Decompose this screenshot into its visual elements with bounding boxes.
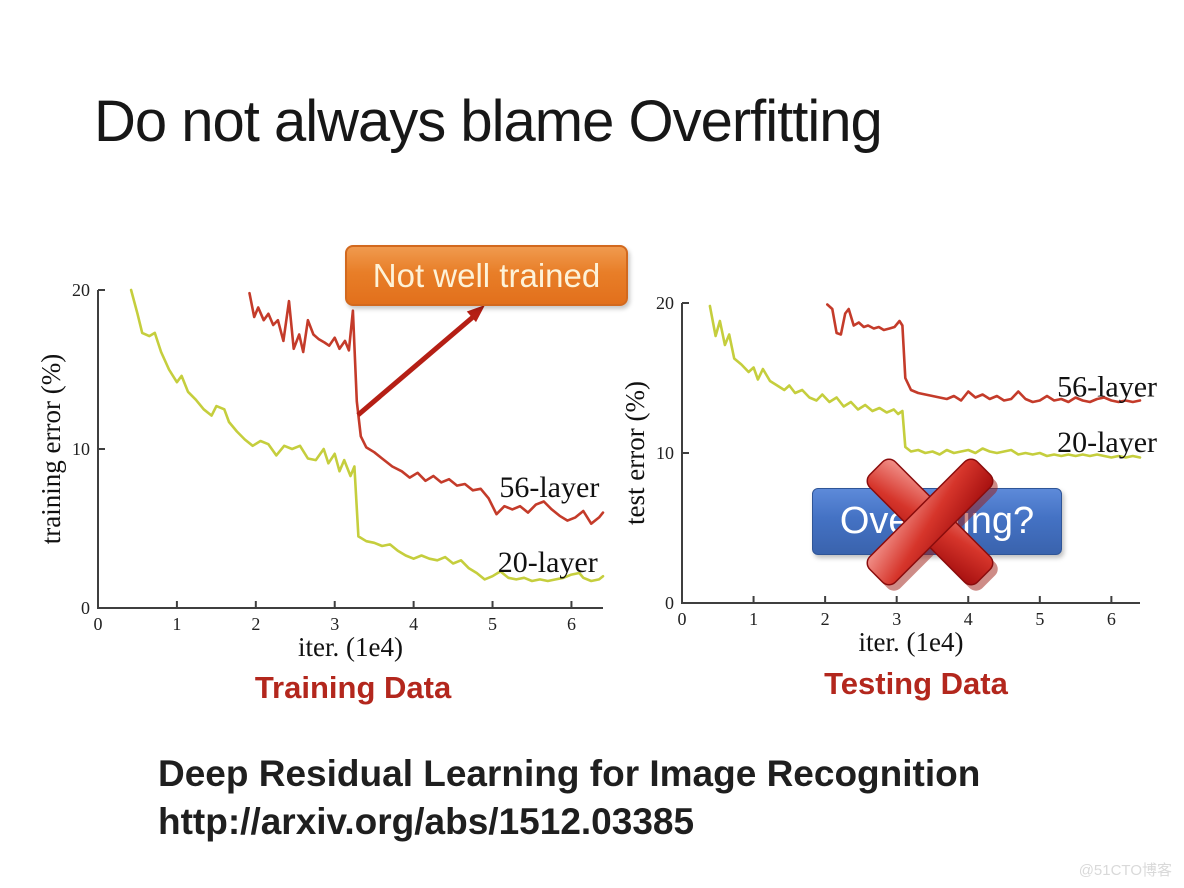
x-tick-label: 4 (964, 609, 973, 629)
series-label-20-layer: 20-layer (498, 546, 598, 579)
x-tick-label: 6 (1107, 609, 1116, 629)
y-axis-label: training error (%) (36, 354, 66, 544)
curve-56-layer (248, 291, 605, 525)
series-label-56-layer: 56-layer (499, 471, 599, 504)
not-well-trained-label: Not well trained (372, 256, 601, 294)
y-tick-label: 20 (656, 293, 674, 313)
reference-block: Deep Residual Learning for Image Recogni… (158, 750, 980, 846)
annotation-arrow (356, 305, 485, 417)
series-label-56-layer: 56-layer (1057, 370, 1157, 403)
curve-20-layer (708, 304, 1142, 459)
x-axis-label: iter. (1e4) (298, 632, 403, 662)
y-tick-label: 10 (656, 443, 674, 463)
x-tick-label: 2 (251, 614, 260, 634)
x-axis-label: iter. (1e4) (859, 627, 964, 657)
x-tick-label: 5 (488, 614, 497, 634)
red-cross-icon (866, 458, 998, 591)
curve-20-layer (129, 288, 605, 583)
testing-data-caption: Testing Data (824, 666, 1008, 701)
arrow-head (466, 305, 485, 323)
x-tick-label: 3 (892, 609, 901, 629)
x-tick-label: 3 (330, 614, 339, 634)
y-axis-label: test error (%) (620, 381, 650, 525)
arrow-line (356, 315, 475, 417)
x-tick-label: 4 (409, 614, 418, 634)
series-label-20-layer: 20-layer (1057, 426, 1157, 459)
x-tick-label: 1 (172, 614, 181, 634)
x-tick-label: 0 (94, 614, 103, 634)
x-tick-label: 0 (678, 609, 687, 629)
y-tick-label: 0 (81, 598, 90, 618)
x-tick-label: 6 (567, 614, 576, 634)
cross-bars (866, 458, 994, 586)
reference-url: http://arxiv.org/abs/1512.03385 (158, 801, 695, 842)
training-error-chart: 0 1 2 3 4 5 6 0 10 20 iter. (1e4) training error (%… (36, 280, 605, 662)
y-tick-label: 0 (665, 593, 674, 613)
slide-title: Do not always blame Overfitting (94, 89, 883, 154)
x-tick-label: 1 (749, 609, 758, 629)
training-data-caption: Training Data (254, 670, 452, 705)
y-tick-label: 10 (72, 439, 90, 459)
not-well-trained-callout: Not well trained (345, 245, 628, 306)
curve-56-layer (826, 303, 1142, 404)
y-tick-label: 20 (72, 280, 90, 300)
watermark: @51CTO博客 (1078, 862, 1172, 879)
x-tick-label: 2 (821, 609, 830, 629)
x-tick-label: 5 (1035, 609, 1044, 629)
test-error-chart: 0 1 2 3 4 5 6 0 10 20 iter. (1e4) test error (%) 56-… (620, 293, 1157, 657)
reference-title: Deep Residual Learning for Image Recogni… (158, 753, 981, 794)
